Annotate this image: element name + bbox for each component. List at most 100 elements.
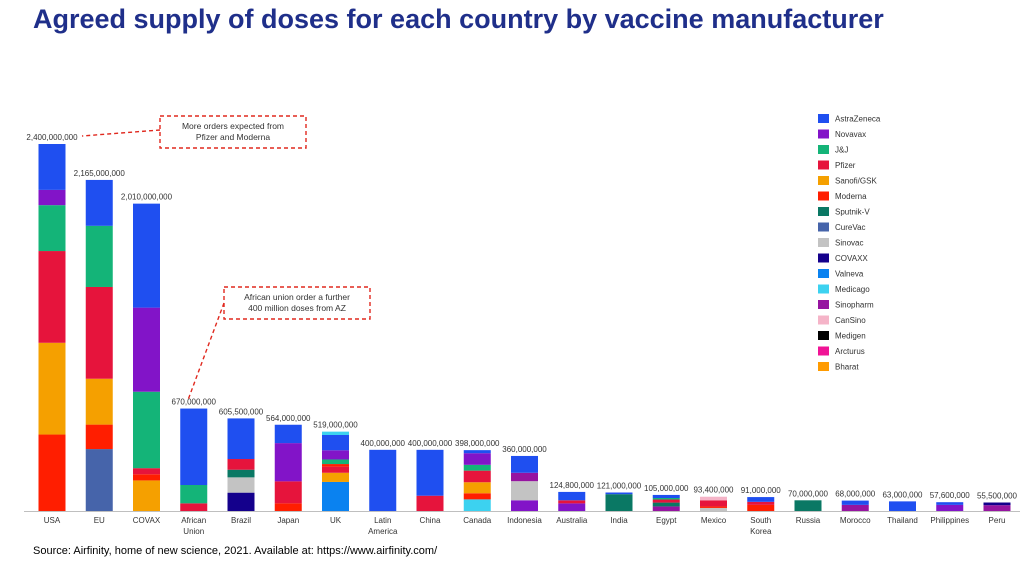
total-labels-layer: 2,400,000,000 2,165,000,000 2,010,000,000 6…: [26, 133, 1017, 501]
bar-segment-covax-j-j: [133, 391, 160, 469]
bar-segment-philippines-astrazeneca: [936, 502, 964, 505]
bar-segment-brazil-sinovac: [227, 477, 255, 493]
legend-label-astrazeneca: AstraZeneca: [835, 115, 881, 124]
bar-segment-egypt-astrazeneca: [652, 494, 680, 498]
annotation-box-1: [159, 115, 307, 149]
category-label-covax: COVAX: [133, 516, 161, 525]
bar-segment-canada-j-j: [463, 464, 491, 471]
bar-segment-australia-novavax: [558, 503, 586, 511]
bar-segment-canada-novavax: [463, 453, 491, 465]
category-label-egypt: Egypt: [656, 516, 677, 525]
total-label-canada: 398,000,000: [455, 439, 500, 448]
legend-swatch-sputnik-v: [818, 207, 829, 216]
bar-segment-usa-astrazeneca: [38, 144, 66, 190]
legend-swatch-medigen: [818, 331, 829, 340]
annotation-leader-1: [81, 129, 161, 137]
legend-label-medigen: Medigen: [835, 332, 866, 341]
bar-segment-covax-pfizer: [133, 468, 160, 475]
legend-label-moderna: Moderna: [835, 192, 867, 201]
total-label-russia: 70,000,000: [788, 489, 829, 498]
total-label-morocco: 68,000,000: [835, 490, 876, 499]
bar-segment-japan-moderna: [274, 503, 302, 511]
legend-label-curevac: CureVac: [835, 223, 866, 232]
bar-segment-canada-moderna: [463, 493, 491, 500]
total-label-usa: 2,400,000,000: [26, 133, 78, 142]
legend-label-sinopharm: Sinopharm: [835, 301, 874, 310]
legend-swatch-astrazeneca: [818, 114, 829, 123]
bar-segment-latin-america-astrazeneca: [369, 449, 397, 511]
annotation-text-1-line2: Pfizer and Moderna: [196, 132, 270, 142]
bar-segment-peru-sinopharm: [983, 505, 1011, 511]
total-label-indonesia: 360,000,000: [502, 445, 547, 454]
bar-segment-indonesia-astrazeneca: [511, 455, 538, 473]
bar-segment-japan-pfizer: [274, 481, 302, 504]
category-labels-layer: USA EU COVAX African Union Brazil Japan UK Latin…: [44, 516, 1006, 536]
bar-segment-african-union-pfizer: [180, 503, 208, 511]
legend-label-sinovac: Sinovac: [835, 239, 863, 248]
legend-label-pfizer: Pfizer: [835, 161, 856, 170]
bar-segment-south-korea-astrazeneca: [747, 497, 775, 502]
legend-swatch-covaxx: [818, 253, 829, 263]
total-label-covax: 2,010,000,000: [121, 193, 173, 202]
legend-label-bharat: Bharat: [835, 363, 859, 372]
bar-segment-mexico-cansino: [700, 496, 727, 501]
category-label-african-union-line2: Union: [183, 527, 204, 536]
category-label-latin-america-line2: America: [368, 527, 398, 536]
bar-segment-eu-curevac: [85, 449, 113, 511]
bar-segment-usa-j-j: [38, 205, 66, 252]
total-label-india: 121,000,000: [597, 482, 642, 491]
legend: AstraZeneca Novavax J&J Pfizer Sanofi/GSK Mod…: [818, 114, 881, 372]
legend-swatch-sinovac: [818, 238, 829, 247]
category-label-russia: Russia: [796, 516, 821, 525]
category-label-south-korea-line2: Korea: [750, 527, 772, 536]
legend-swatch-cansino: [818, 315, 829, 325]
bar-segment-covax-novavax: [133, 307, 160, 392]
annotation-text-2-line1: African union order a further: [244, 292, 350, 302]
category-label-china: China: [420, 516, 441, 525]
legend-label-j-j: J&J: [835, 146, 848, 155]
bar-segment-uk-moderna: [322, 464, 349, 467]
category-label-thailand: Thailand: [887, 516, 918, 525]
bar-segment-uk-novavax: [322, 450, 349, 460]
total-label-philippines: 57,600,000: [930, 491, 971, 500]
bar-segment-china-pfizer: [416, 495, 444, 511]
bars-layer: [38, 144, 1011, 511]
legend-label-cansino: CanSino: [835, 316, 866, 325]
legend-swatch-moderna: [818, 191, 829, 201]
bar-segment-mexico-sinovac: [700, 507, 727, 511]
bar-segment-uk-j-j: [322, 459, 349, 465]
bar-segment-usa-pfizer: [38, 251, 66, 343]
category-label-morocco: Morocco: [840, 516, 871, 525]
legend-swatch-j-j: [818, 145, 829, 154]
bar-segment-indonesia-sinovac: [511, 481, 538, 501]
total-label-south-korea: 91,000,000: [741, 486, 782, 495]
bar-segment-egypt-sinopharm: [652, 506, 680, 511]
bar-segment-eu-j-j: [85, 225, 113, 287]
category-label-india: India: [610, 516, 628, 525]
bar-segment-eu-pfizer: [85, 286, 113, 379]
category-label-canada: Canada: [463, 516, 492, 525]
bar-segment-morocco-astrazeneca: [841, 500, 869, 505]
total-label-egypt: 105,000,000: [644, 484, 689, 493]
annotation-text-1-line1: More orders expected from: [182, 121, 284, 131]
bar-segment-china-astrazeneca: [416, 449, 444, 496]
total-label-african-union: 670,000,000: [172, 398, 217, 407]
category-label-latin-america: Latin: [374, 516, 391, 525]
category-label-south-korea: South: [750, 516, 771, 525]
total-label-japan: 564,000,000: [266, 414, 311, 423]
total-label-peru: 55,500,000: [977, 492, 1018, 501]
bar-segment-uk-sanofi-gsk: [322, 472, 349, 482]
bar-segment-egypt-sputnik-v: [652, 502, 680, 507]
category-label-philippines: Philippines: [930, 516, 969, 525]
bar-segment-mexico-moderna: [700, 506, 727, 508]
legend-label-novavax: Novavax: [835, 130, 866, 139]
bar-segment-african-union-j-j: [180, 485, 208, 504]
bar-segment-uk-pfizer: [322, 466, 349, 473]
bar-segment-thailand-astrazeneca: [889, 501, 916, 511]
bar-segment-eu-sanofi-gsk: [85, 378, 113, 425]
bar-segment-african-union-astrazeneca: [180, 408, 208, 486]
category-label-eu: EU: [94, 516, 105, 525]
category-label-mexico: Mexico: [701, 516, 727, 525]
